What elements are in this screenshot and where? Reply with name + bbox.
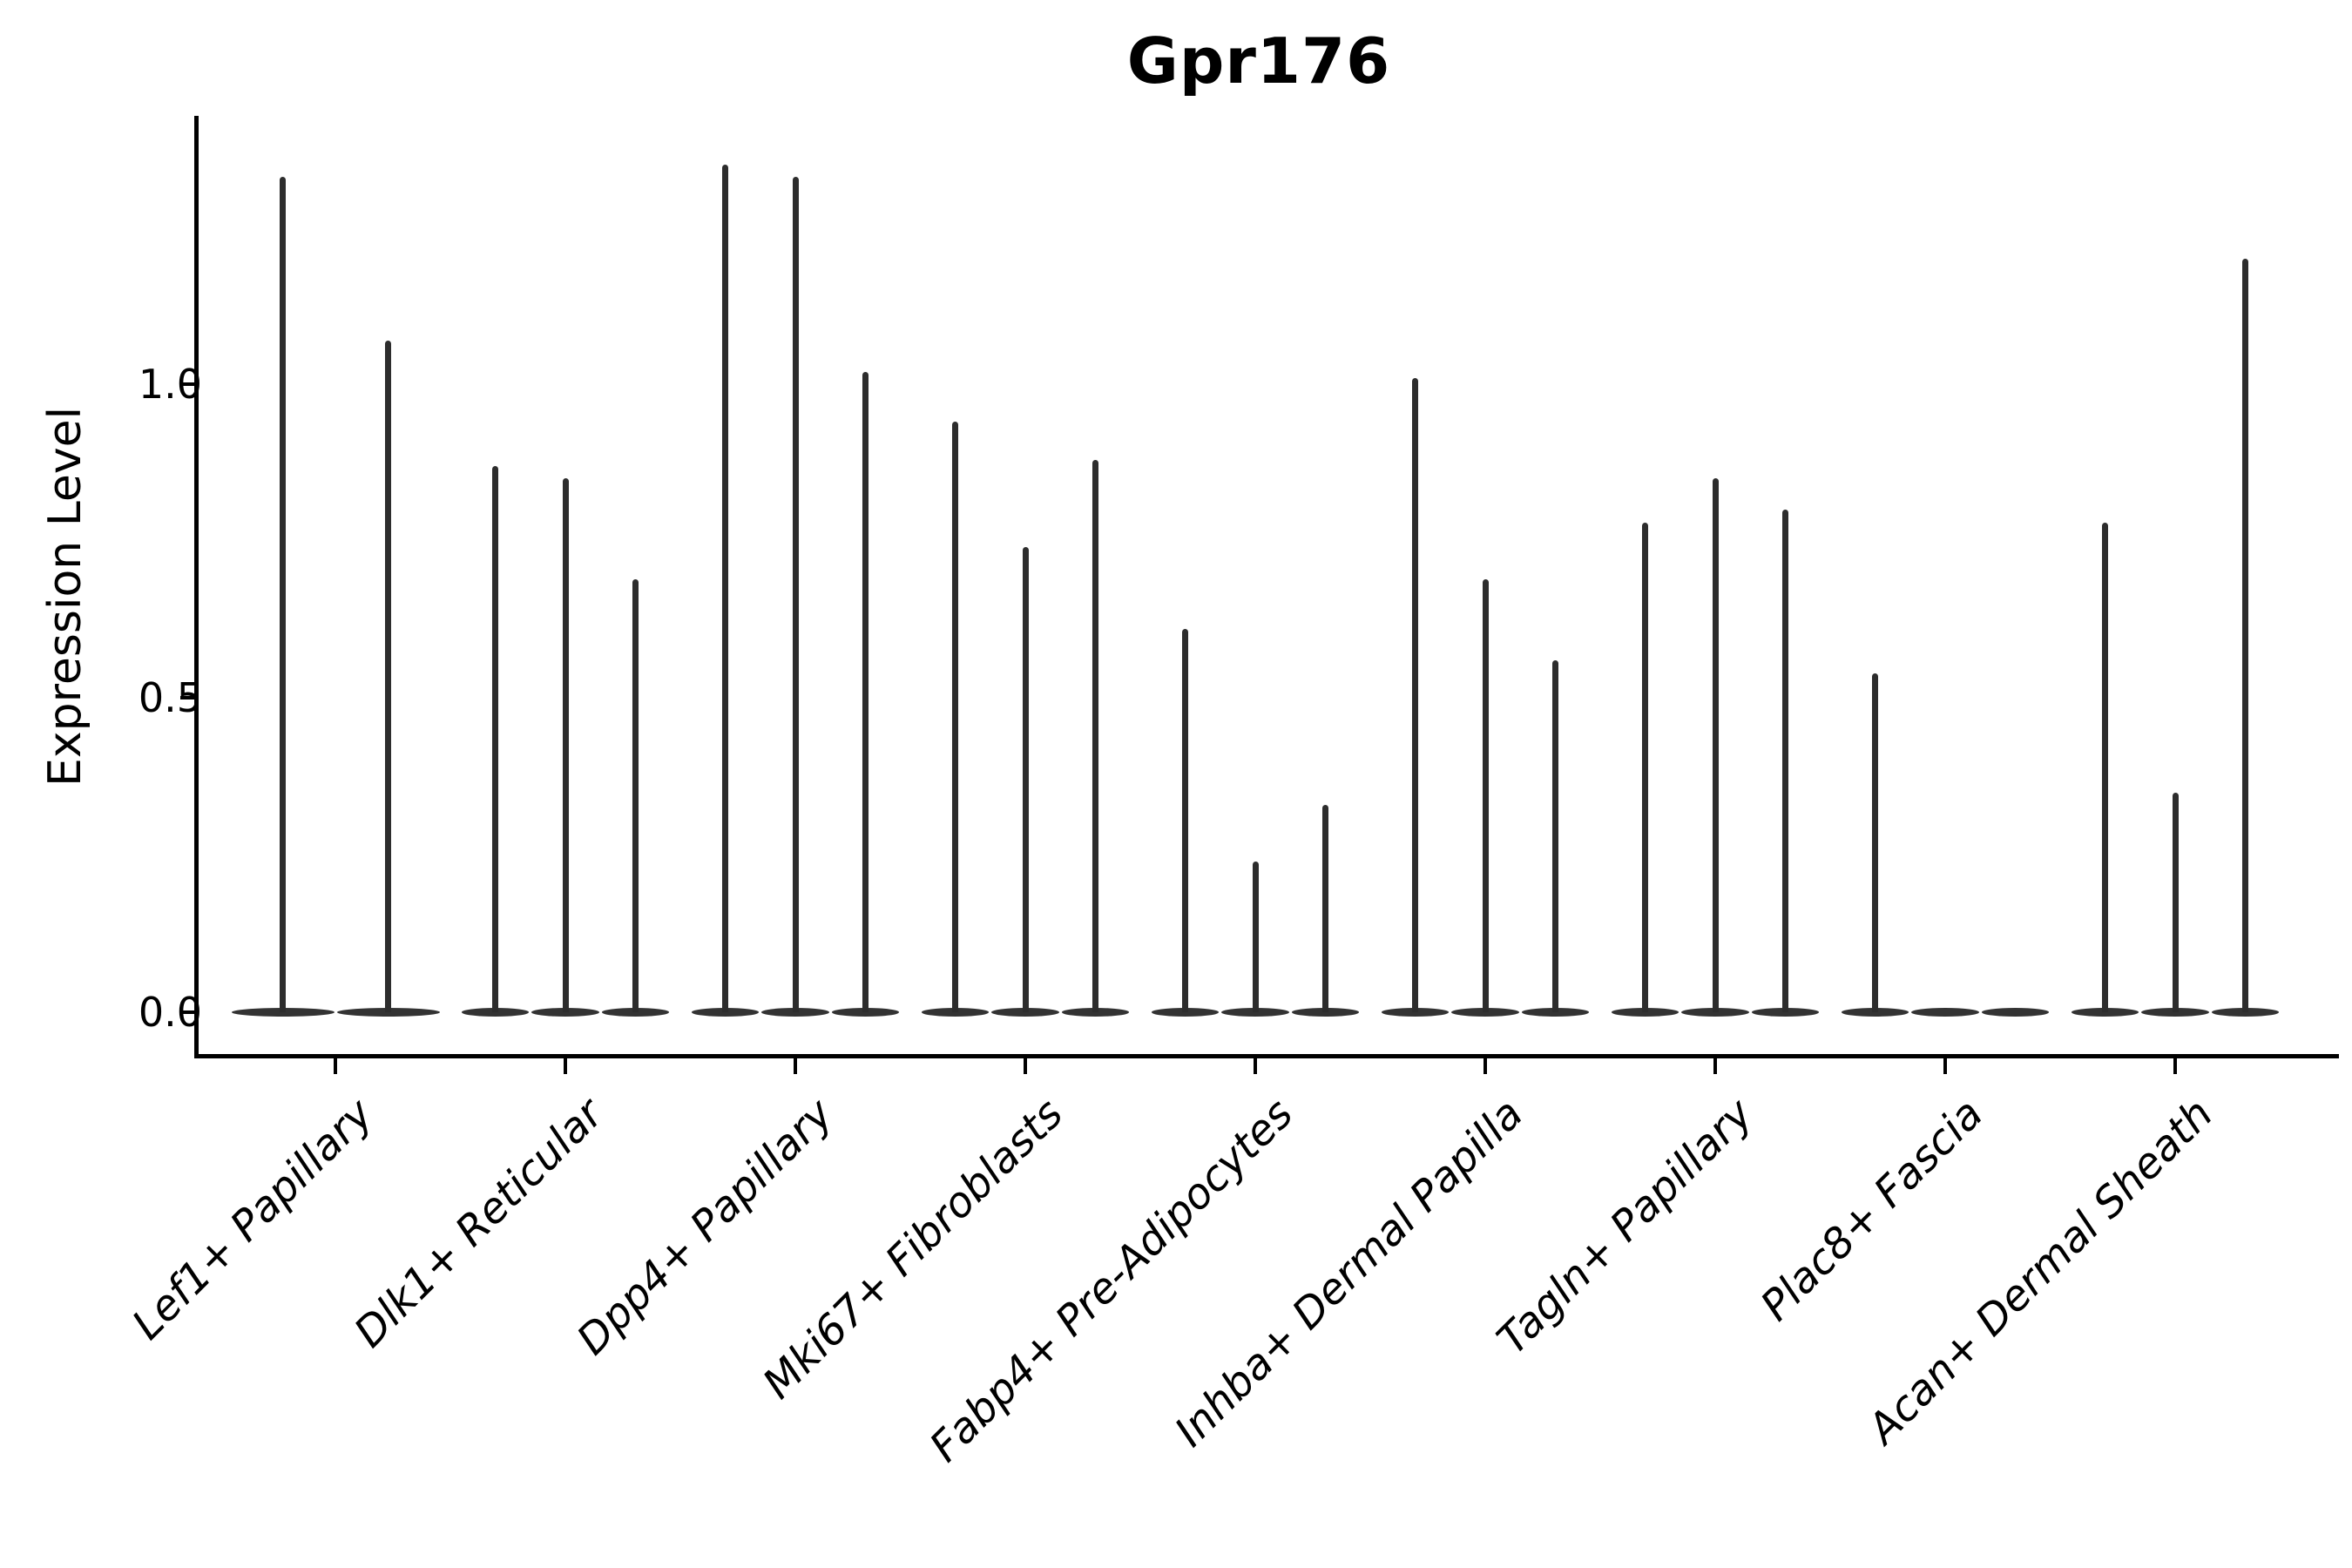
violin-spike — [1022, 547, 1029, 1012]
x-tick-mark — [1484, 1058, 1487, 1074]
violin-base — [761, 1008, 829, 1017]
x-tick-mark — [1713, 1058, 1717, 1074]
x-tick-mark — [1254, 1058, 1257, 1074]
x-tick-label: Fabp4+ Pre-Adipocytes — [920, 1089, 1303, 1472]
violin-spike — [1252, 861, 1259, 1012]
violin-spike — [721, 164, 728, 1012]
violin-base — [2211, 1008, 2280, 1017]
violin-base — [1291, 1008, 1360, 1017]
violin-base — [2071, 1008, 2139, 1017]
x-tick-mark — [564, 1058, 567, 1074]
violin-base — [531, 1008, 599, 1017]
violin-spike — [385, 340, 391, 1012]
violin-spike — [2101, 522, 2108, 1012]
violin-base — [1981, 1008, 2050, 1017]
violin-spike — [1322, 805, 1329, 1012]
x-tick-label: Mki67+ Fibroblasts — [754, 1089, 1073, 1409]
x-tick-mark — [1024, 1058, 1027, 1074]
violin-base — [336, 1008, 440, 1017]
violin-base — [231, 1008, 335, 1017]
x-tick-mark — [1943, 1058, 1947, 1074]
violin-spike — [1552, 660, 1559, 1012]
violin-spike — [1871, 672, 1878, 1012]
violin-spike — [1482, 578, 1489, 1012]
violin-base — [1151, 1008, 1220, 1017]
violin-base — [1061, 1008, 1130, 1017]
violin-spike — [1411, 377, 1418, 1012]
violin-spike — [632, 578, 639, 1012]
x-tick-label: Tagln+ Papillary — [1487, 1089, 1763, 1364]
violin-base — [1911, 1008, 1979, 1017]
violin-spike — [1712, 478, 1719, 1012]
violin-spike — [2172, 792, 2179, 1012]
violin-spike — [1641, 522, 1648, 1012]
x-tick-mark — [2173, 1058, 2177, 1074]
violin-spike — [280, 177, 286, 1012]
x-tick-label: Lef1+ Papillary — [123, 1089, 383, 1349]
x-tick-label: Plac8+ Fascia — [1751, 1089, 1993, 1331]
violin-spike — [951, 422, 958, 1012]
violin-spike — [792, 177, 799, 1012]
x-tick-label: Inhba+ Dermal Papilla — [1166, 1089, 1533, 1456]
violin-base — [1381, 1008, 1450, 1017]
x-axis-spine — [194, 1054, 2339, 1058]
y-tick-label-1.0: 1.0 — [138, 361, 202, 408]
x-tick-mark — [794, 1058, 797, 1074]
y-tick-mark-0.0 — [180, 1010, 194, 1014]
chart-title: Gpr176 — [1126, 24, 1391, 98]
violin-spike — [2242, 258, 2249, 1012]
violin-base — [2141, 1008, 2209, 1017]
violin-base — [1451, 1008, 1519, 1017]
y-tick-mark-1.0 — [180, 382, 194, 386]
violin-spike — [1092, 459, 1099, 1012]
x-tick-label: Acan+ Dermal Sheath — [1858, 1089, 2223, 1454]
violin-base — [1841, 1008, 1909, 1017]
x-tick-label: Dlk1+ Reticular — [344, 1089, 613, 1357]
y-tick-mark-0.5 — [180, 696, 194, 700]
violin-base — [461, 1008, 530, 1017]
violin-spike — [1782, 510, 1789, 1012]
violin-base — [991, 1008, 1059, 1017]
violin-base — [1751, 1008, 1820, 1017]
violin-base — [1681, 1008, 1749, 1017]
violin-base — [921, 1008, 990, 1017]
y-tick-label-0.0: 0.0 — [138, 989, 202, 1036]
violin-spike — [1181, 629, 1188, 1012]
violin-base — [601, 1008, 670, 1017]
violin-base — [1521, 1008, 1590, 1017]
violin-spike — [862, 371, 869, 1012]
y-tick-label-0.5: 0.5 — [138, 674, 202, 721]
y-axis-spine — [194, 116, 199, 1058]
violin-base — [691, 1008, 760, 1017]
x-tick-label: Dpp4+ Papillary — [567, 1089, 843, 1365]
violin-base — [831, 1008, 900, 1017]
x-tick-mark — [334, 1058, 337, 1074]
violin-base — [1611, 1008, 1680, 1017]
violin-spike — [562, 478, 569, 1012]
violin-base — [1221, 1008, 1289, 1017]
violin-spike — [491, 465, 498, 1012]
